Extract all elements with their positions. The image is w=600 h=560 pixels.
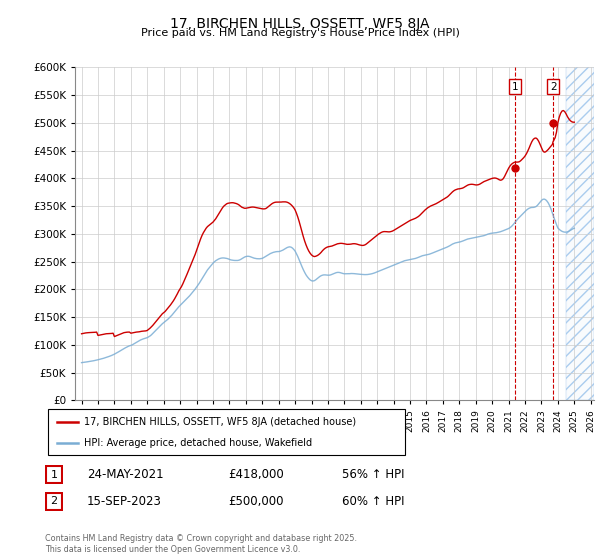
Text: 15-SEP-2023: 15-SEP-2023 [87, 494, 162, 508]
Text: 17, BIRCHEN HILLS, OSSETT, WF5 8JA (detached house): 17, BIRCHEN HILLS, OSSETT, WF5 8JA (deta… [83, 417, 356, 427]
Text: 1: 1 [50, 470, 58, 480]
Text: 17, BIRCHEN HILLS, OSSETT, WF5 8JA: 17, BIRCHEN HILLS, OSSETT, WF5 8JA [170, 17, 430, 31]
Text: Price paid vs. HM Land Registry's House Price Index (HPI): Price paid vs. HM Land Registry's House … [140, 28, 460, 38]
FancyBboxPatch shape [46, 493, 62, 510]
Text: 60% ↑ HPI: 60% ↑ HPI [342, 494, 404, 508]
Bar [566, 67, 594, 400]
Text: Contains HM Land Registry data © Crown copyright and database right 2025.
This d: Contains HM Land Registry data © Crown c… [45, 534, 357, 554]
Text: 24-MAY-2021: 24-MAY-2021 [87, 468, 164, 482]
Text: 2: 2 [550, 82, 556, 92]
FancyBboxPatch shape [48, 409, 405, 455]
Text: £418,000: £418,000 [228, 468, 284, 482]
FancyBboxPatch shape [46, 466, 62, 483]
Bar [566, 67, 594, 400]
Text: £500,000: £500,000 [228, 494, 284, 508]
Text: HPI: Average price, detached house, Wakefield: HPI: Average price, detached house, Wake… [83, 438, 312, 448]
Text: 2: 2 [50, 496, 58, 506]
Text: 1: 1 [512, 82, 518, 92]
Text: 56% ↑ HPI: 56% ↑ HPI [342, 468, 404, 482]
